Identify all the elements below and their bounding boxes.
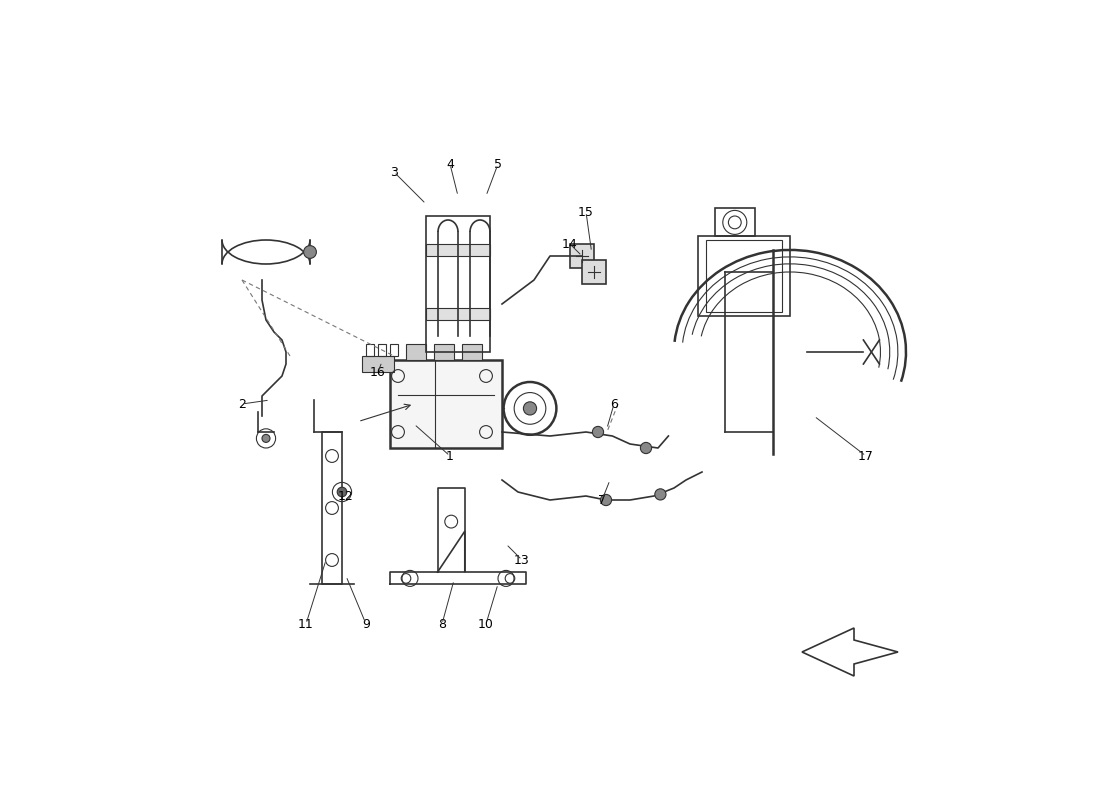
Text: 12: 12 [338, 490, 354, 502]
Bar [570, 244, 594, 268]
Circle shape [524, 402, 537, 415]
Polygon shape [802, 628, 898, 676]
Bar [362, 356, 394, 372]
Circle shape [601, 494, 612, 506]
Circle shape [593, 426, 604, 438]
Bar [426, 308, 490, 320]
Bar [698, 236, 790, 316]
Circle shape [262, 434, 270, 442]
Text: 4: 4 [447, 158, 454, 170]
Circle shape [654, 489, 666, 500]
Text: 16: 16 [370, 366, 386, 378]
Text: 8: 8 [438, 618, 446, 630]
Bar [462, 344, 482, 360]
Circle shape [640, 442, 651, 454]
Text: 3: 3 [390, 166, 398, 178]
Bar [715, 208, 755, 236]
Text: 2: 2 [238, 398, 246, 410]
Text: 7: 7 [598, 494, 606, 506]
Text: 11: 11 [298, 618, 314, 630]
Bar [322, 432, 342, 584]
Text: 1: 1 [447, 450, 454, 462]
Bar [582, 260, 606, 284]
Text: 5: 5 [494, 158, 502, 170]
Bar [706, 240, 782, 312]
Bar [434, 344, 454, 360]
Circle shape [338, 487, 346, 497]
Text: 14: 14 [562, 238, 578, 250]
Text: 10: 10 [478, 618, 494, 630]
Bar [390, 360, 502, 448]
Bar [378, 344, 386, 356]
Text: 17: 17 [858, 450, 873, 462]
Bar [366, 344, 374, 356]
Text: 9: 9 [362, 618, 370, 630]
Bar [406, 344, 426, 360]
Bar [390, 344, 398, 356]
Text: 6: 6 [610, 398, 618, 410]
Text: 15: 15 [579, 206, 594, 218]
Circle shape [304, 246, 317, 258]
Bar [426, 216, 490, 352]
Bar [426, 244, 490, 256]
Text: 13: 13 [514, 554, 530, 566]
